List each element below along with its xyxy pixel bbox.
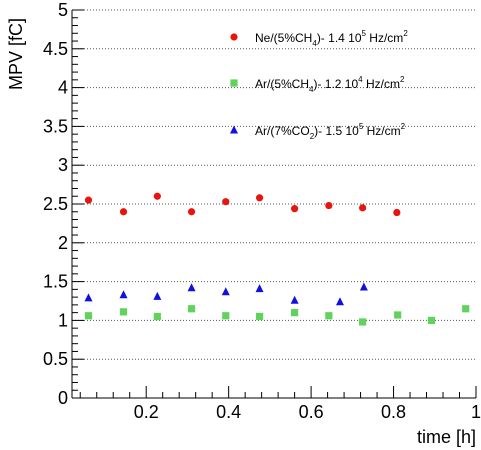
data-point-triangle <box>290 295 299 304</box>
x-axis-label: time [h] <box>417 427 476 447</box>
x-tick-label: 1 <box>471 402 481 422</box>
y-tick-label: 3.5 <box>43 116 68 136</box>
x-tick-label: 0.2 <box>134 402 159 422</box>
data-point-square <box>427 316 436 324</box>
data-point-triangle <box>84 293 93 302</box>
legend-marker-square <box>230 79 238 87</box>
data-point-circle <box>222 198 230 206</box>
data-point-circle <box>359 204 367 212</box>
data-point-square <box>394 311 402 319</box>
data-point-circle <box>119 208 128 216</box>
data-point-triangle <box>153 291 162 300</box>
data-point-circle <box>393 208 401 217</box>
y-tick-label: 0.5 <box>43 349 68 369</box>
data-point-square <box>462 305 470 313</box>
data-point-square <box>325 312 333 320</box>
grid-lines <box>72 9 476 360</box>
data-point-square <box>119 308 128 316</box>
data-point-square <box>255 312 264 321</box>
data-point-square <box>222 312 230 320</box>
legend-entry-label: Ar/(7%CO2)- 1.5 105 Hz/cm2 <box>255 122 406 141</box>
y-tick-label: 1.5 <box>43 272 68 292</box>
y-tick-label: 2 <box>58 233 68 253</box>
data-point-circle <box>325 201 333 210</box>
data-point-triangle <box>119 290 128 299</box>
legend-marker-triangle <box>230 125 238 134</box>
tick-labels: 0 0.5 1 1.5 2 2.5 3 3.5 4 4.5 5 0.2 0.4 0.6 0.8 1 <box>43 0 481 422</box>
y-tick-label: 1 <box>58 310 68 330</box>
x-tick-label: 0.6 <box>299 402 324 422</box>
data-markers <box>84 192 470 326</box>
y-tick-label: 2.5 <box>43 194 68 214</box>
data-point-square <box>153 312 161 321</box>
y-tick-label: 4 <box>58 78 68 98</box>
data-point-square <box>84 312 93 320</box>
y-tick-label: 3 <box>58 155 68 175</box>
legend: Ne/(5%CH4)- 1.4 105 Hz/cm2 Ar/(5%CH4)- 1.… <box>230 29 408 141</box>
data-point-circle <box>153 192 161 200</box>
x-tick-label: 0.8 <box>381 402 406 422</box>
y-tick-label: 5 <box>58 0 68 20</box>
axes <box>71 9 477 399</box>
data-point-circle <box>84 196 93 204</box>
x-tick-label: 0.4 <box>216 402 241 422</box>
data-point-square <box>291 309 299 317</box>
data-point-circle <box>255 194 264 202</box>
data-point-triangle <box>221 287 230 296</box>
data-point-square <box>187 305 196 313</box>
y-tick-label: 4.5 <box>43 39 68 59</box>
data-point-triangle <box>255 284 264 293</box>
legend-entry-label: Ar/(5%CH4)- 1.2 104 Hz/cm2 <box>255 75 405 94</box>
data-point-circle <box>187 208 196 216</box>
data-point-square <box>359 318 367 326</box>
data-point-triangle <box>359 282 368 291</box>
legend-marker-circle <box>230 33 238 41</box>
data-point-triangle <box>187 283 196 292</box>
y-tick-label: 0 <box>58 388 68 408</box>
data-point-triangle <box>335 297 344 306</box>
y-axis-label: MPV [fC] <box>6 18 26 90</box>
data-point-circle <box>291 205 299 213</box>
legend-entry-label: Ne/(5%CH4)- 1.4 105 Hz/cm2 <box>255 29 408 48</box>
